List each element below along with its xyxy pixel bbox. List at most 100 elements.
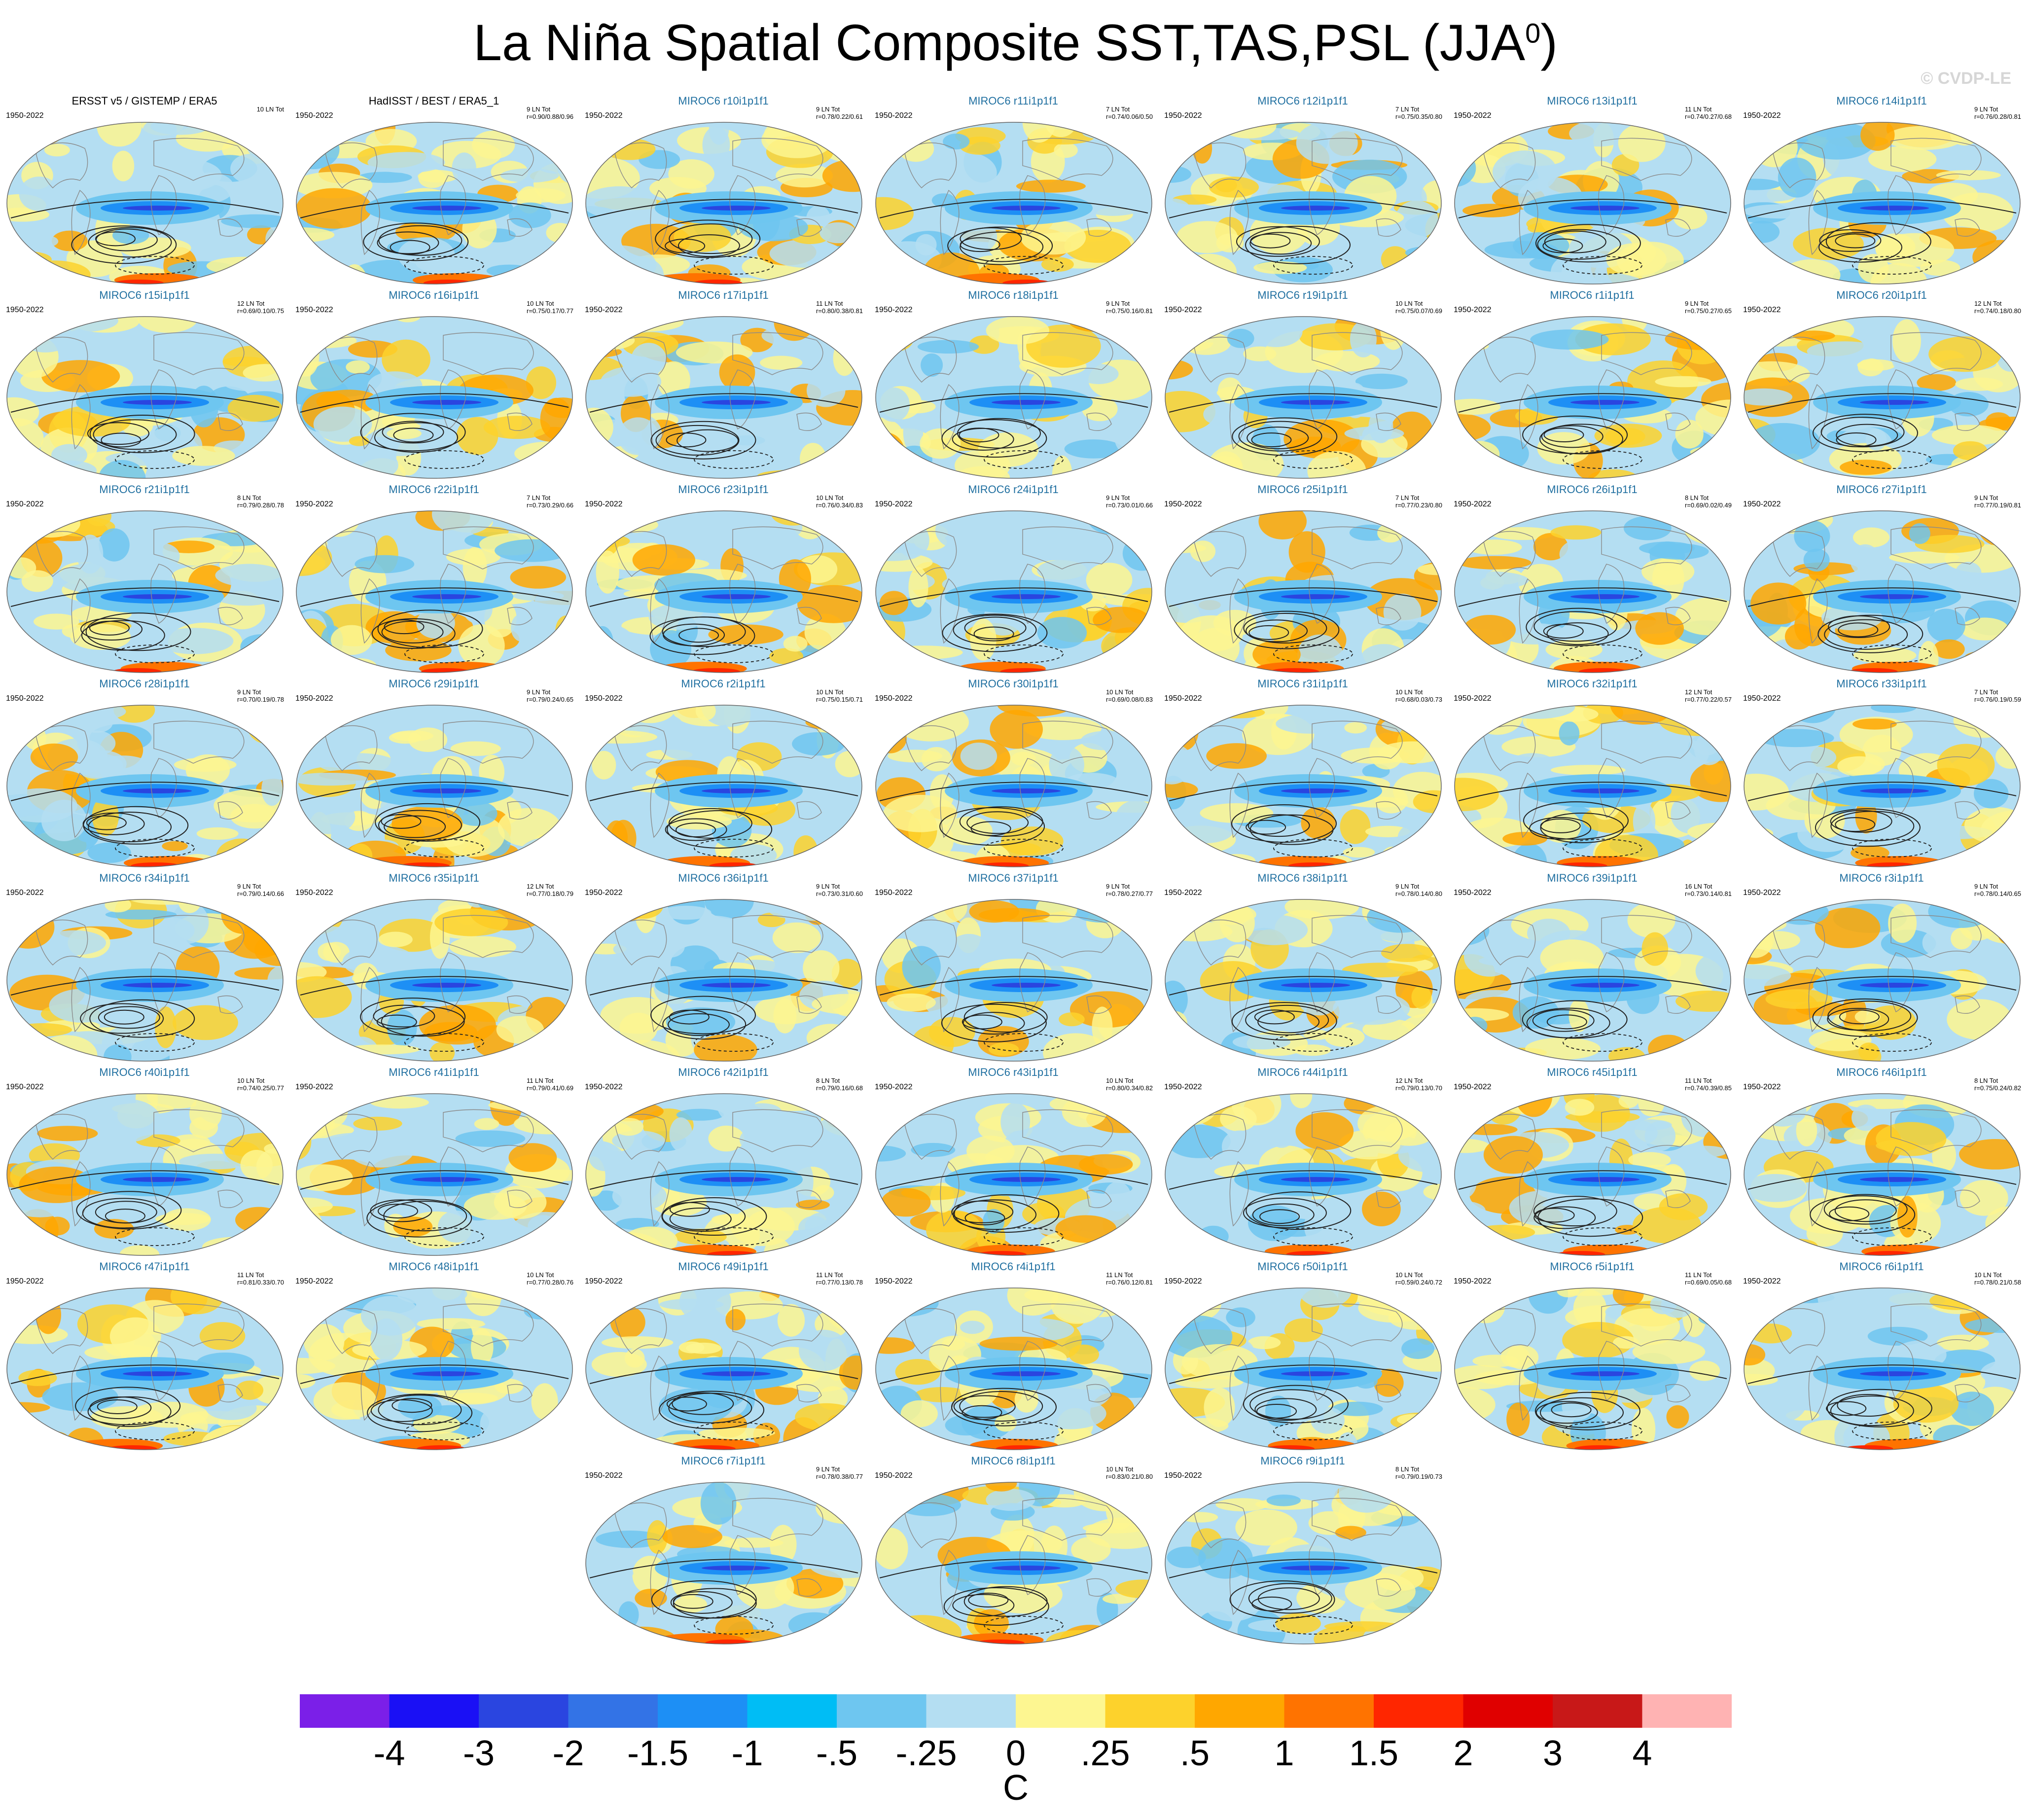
psl-contour <box>378 225 463 256</box>
panel-years: 1950-2022 <box>6 694 44 703</box>
coastline <box>150 952 177 1012</box>
coastline <box>1019 1535 1046 1595</box>
anomaly-patch <box>1985 511 2020 529</box>
anomaly-patch <box>471 1328 494 1366</box>
coastline <box>1309 564 1335 624</box>
anomaly-patch <box>1747 828 1774 839</box>
psl-contour <box>879 782 1148 801</box>
composite-map <box>1454 705 1731 867</box>
anomaly-patch <box>1792 330 1835 341</box>
map-outline <box>296 1093 573 1256</box>
psl-contour <box>669 223 753 254</box>
panel-event-count: 12 LN Tot <box>1974 300 2002 307</box>
psl-contour <box>71 225 177 264</box>
map-outline <box>585 1482 862 1644</box>
anomaly-patch <box>7 445 32 478</box>
anomaly-patch <box>674 222 731 252</box>
antarctic-hot-patch <box>1270 668 1319 673</box>
coastline <box>1955 218 1980 237</box>
psl-contour <box>951 1200 1014 1223</box>
cold-tongue-core <box>992 206 1061 211</box>
anomaly-patch <box>1527 919 1570 948</box>
anomaly-patch <box>1937 744 1995 786</box>
anomaly-patch <box>424 1022 477 1042</box>
cold-tongue-core <box>1281 1177 1350 1182</box>
panel-title: MIROC6 r25i1p1f1 <box>1257 483 1348 496</box>
psl-contour-negative <box>1563 839 1642 857</box>
panel-stats: 10 LN Tot r=0.68/0.03/0.73 <box>1395 688 1442 703</box>
psl-contour <box>964 616 1027 640</box>
psl-contour-negative <box>694 1033 774 1052</box>
panel-event-count: 7 LN Tot <box>1395 106 1420 113</box>
psl-contour <box>959 1391 1043 1422</box>
panel-title: MIROC6 r46i1p1f1 <box>1836 1066 1927 1078</box>
psl-contour <box>879 1559 1148 1578</box>
cold-tongue-core <box>1281 206 1350 211</box>
panel-stats: 9 LN Tot r=0.78/0.14/0.80 <box>1395 883 1442 897</box>
antarctic-hot-patch <box>1574 1445 1624 1450</box>
map-outline <box>875 510 1152 673</box>
coastline <box>1309 175 1335 235</box>
anomaly-patch <box>772 922 821 953</box>
panel-pattern-correlation: r=0.69/0.08/0.83 <box>1105 696 1153 703</box>
psl-contour-negative <box>1563 450 1642 469</box>
map-panel: MIROC6 r11i1p1f1 1950-2022 7 LN Tot r=0.74/… <box>869 95 1158 288</box>
panel-years: 1950-2022 <box>1164 1277 1202 1285</box>
anomaly-patch <box>1744 706 1766 742</box>
psl-contour <box>941 419 1047 458</box>
anomaly-patch <box>1641 932 1669 966</box>
composite-map <box>6 316 284 479</box>
psl-contour <box>1246 820 1286 835</box>
composite-map <box>296 316 573 479</box>
anomaly-patch <box>164 901 209 944</box>
anomaly-patch <box>1268 1117 1295 1148</box>
colorbar-swatch <box>1553 1694 1642 1728</box>
panel-pattern-correlation: r=0.77/0.19/0.81 <box>1974 501 2021 509</box>
coastline <box>35 1308 88 1354</box>
anomaly-patch <box>820 1482 861 1505</box>
colorbar-tick: -1.5 <box>627 1734 689 1773</box>
panel-event-count: 7 LN Tot <box>526 494 551 501</box>
psl-contour-negative <box>115 256 195 275</box>
psl-contour <box>1169 976 1438 996</box>
coastline <box>1955 412 1980 431</box>
psl-contour <box>384 815 446 838</box>
anomaly-patch <box>1953 705 2014 738</box>
anomaly-patch <box>809 1552 862 1578</box>
panel-pattern-correlation: r=0.75/0.17/0.77 <box>526 307 573 315</box>
panel-pattern-correlation: r=0.73/0.31/0.60 <box>816 890 863 897</box>
psl-contour <box>1824 619 1908 650</box>
map-panel: MIROC6 r6i1p1f1 1950-2022 10 LN Tot r=0.78/… <box>1737 1260 2026 1454</box>
cold-tongue-core <box>412 983 481 988</box>
psl-contour <box>375 803 481 842</box>
psl-contour <box>1747 199 2017 218</box>
panel-title: MIROC6 r39i1p1f1 <box>1547 872 1638 884</box>
map-outline <box>1165 122 1442 285</box>
coastline <box>904 725 957 771</box>
anomaly-patch <box>1135 1207 1152 1238</box>
anomaly-patch <box>488 1099 565 1111</box>
anomaly-patch <box>1853 718 1897 730</box>
anomaly-patch <box>7 557 36 579</box>
psl-contour <box>381 1006 465 1037</box>
panel-years: 1950-2022 <box>1164 1083 1202 1091</box>
psl-contour-negative <box>694 839 774 857</box>
psl-contour <box>952 1594 1015 1617</box>
anomaly-patch <box>94 1219 134 1239</box>
coastline <box>1601 720 1692 764</box>
cold-tongue-core <box>702 983 771 988</box>
anomaly-patch <box>99 528 130 562</box>
anomaly-patch <box>803 950 840 987</box>
anomaly-patch <box>669 1117 693 1152</box>
psl-contour <box>668 808 752 839</box>
psl-contour <box>1810 1195 1916 1234</box>
panel-title: MIROC6 r29i1p1f1 <box>389 678 479 690</box>
psl-contour <box>655 219 761 258</box>
panel-pattern-correlation: r=0.73/0.14/0.81 <box>1684 890 1732 897</box>
anomaly-patch <box>598 899 641 920</box>
psl-contour-negative <box>1852 1033 1932 1052</box>
psl-contour <box>1234 610 1340 649</box>
anomaly-patch <box>1955 562 1982 584</box>
coastline <box>1312 526 1403 570</box>
cold-tongue-core <box>1570 206 1639 211</box>
